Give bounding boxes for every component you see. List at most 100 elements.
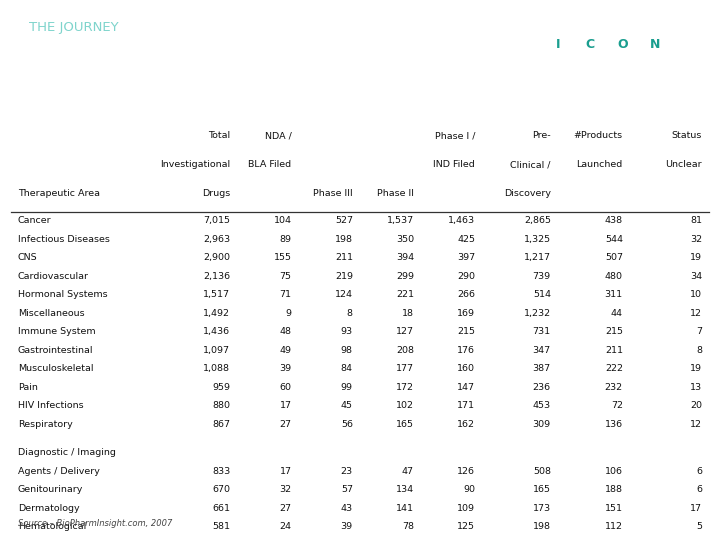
Text: 350: 350 xyxy=(396,234,414,244)
Text: 2,900: 2,900 xyxy=(204,253,230,262)
Text: 453: 453 xyxy=(533,401,551,410)
Text: 7: 7 xyxy=(696,327,702,336)
Text: 19: 19 xyxy=(690,364,702,373)
Text: Genitourinary: Genitourinary xyxy=(18,485,84,494)
Text: 13: 13 xyxy=(690,383,702,392)
Text: 208: 208 xyxy=(396,346,414,355)
Text: BLA Filed: BLA Filed xyxy=(248,160,292,169)
Text: 44: 44 xyxy=(611,309,623,318)
Text: Investigational: Investigational xyxy=(161,160,230,169)
Text: 1,325: 1,325 xyxy=(523,234,551,244)
Text: 5: 5 xyxy=(696,522,702,531)
Text: Miscellaneous: Miscellaneous xyxy=(18,309,85,318)
Text: 106: 106 xyxy=(605,467,623,476)
Text: 1,517: 1,517 xyxy=(204,290,230,299)
Text: Therapeutic Area: Therapeutic Area xyxy=(18,189,100,198)
Text: 90: 90 xyxy=(463,485,475,494)
Text: 93: 93 xyxy=(341,327,353,336)
Text: 162: 162 xyxy=(457,420,475,429)
Text: Phase III: Phase III xyxy=(313,189,353,198)
Text: 670: 670 xyxy=(212,485,230,494)
Text: NDA /: NDA / xyxy=(265,131,292,140)
Text: Hormonal Systems: Hormonal Systems xyxy=(18,290,107,299)
Text: 160: 160 xyxy=(457,364,475,373)
Text: 171: 171 xyxy=(457,401,475,410)
Text: 56: 56 xyxy=(341,420,353,429)
Circle shape xyxy=(628,41,683,49)
Text: 438: 438 xyxy=(605,216,623,225)
Text: #Products: #Products xyxy=(574,131,623,140)
Text: 215: 215 xyxy=(457,327,475,336)
Text: HIV Infections: HIV Infections xyxy=(18,401,84,410)
Text: 6: 6 xyxy=(696,485,702,494)
Text: Dermatology: Dermatology xyxy=(18,504,80,513)
Text: Phase I /: Phase I / xyxy=(435,131,475,140)
Text: 221: 221 xyxy=(396,290,414,299)
Text: 47: 47 xyxy=(402,467,414,476)
Text: 24: 24 xyxy=(279,522,292,531)
Text: 1,492: 1,492 xyxy=(204,309,230,318)
Text: 1,463: 1,463 xyxy=(448,216,475,225)
Text: 2,963: 2,963 xyxy=(203,234,230,244)
Text: Phase II: Phase II xyxy=(377,189,414,198)
Text: 176: 176 xyxy=(457,346,475,355)
Text: 141: 141 xyxy=(396,504,414,513)
Text: Hematological: Hematological xyxy=(18,522,86,531)
Text: Cardiovascular: Cardiovascular xyxy=(18,272,89,281)
Text: 309: 309 xyxy=(533,420,551,429)
Text: 23: 23 xyxy=(341,467,353,476)
Text: CONTINUES: CONTINUES xyxy=(29,56,146,74)
Text: 81: 81 xyxy=(690,216,702,225)
Text: 75: 75 xyxy=(279,272,292,281)
Text: 134: 134 xyxy=(396,485,414,494)
Text: Infectious Diseases: Infectious Diseases xyxy=(18,234,110,244)
Text: 1,217: 1,217 xyxy=(523,253,551,262)
Text: 959: 959 xyxy=(212,383,230,392)
Text: C: C xyxy=(586,38,595,51)
Text: 833: 833 xyxy=(212,467,230,476)
Text: 17: 17 xyxy=(690,504,702,513)
Text: 188: 188 xyxy=(605,485,623,494)
Text: 6: 6 xyxy=(696,467,702,476)
Text: CNS: CNS xyxy=(18,253,37,262)
Text: Cancer: Cancer xyxy=(18,216,52,225)
Text: 169: 169 xyxy=(457,309,475,318)
Text: 1,537: 1,537 xyxy=(387,216,414,225)
Text: 48: 48 xyxy=(279,327,292,336)
Text: 32: 32 xyxy=(690,234,702,244)
Text: 177: 177 xyxy=(396,364,414,373)
Text: Launched: Launched xyxy=(577,160,623,169)
Text: 43: 43 xyxy=(341,504,353,513)
Text: 39: 39 xyxy=(341,522,353,531)
Text: 27: 27 xyxy=(279,420,292,429)
Text: 1,088: 1,088 xyxy=(204,364,230,373)
Text: 266: 266 xyxy=(457,290,475,299)
Text: 299: 299 xyxy=(396,272,414,281)
Text: 8: 8 xyxy=(347,309,353,318)
Text: 99: 99 xyxy=(341,383,353,392)
Text: 739: 739 xyxy=(533,272,551,281)
Text: 32: 32 xyxy=(279,485,292,494)
Text: 49: 49 xyxy=(279,346,292,355)
Text: Products in Development by Therapeutic Area: Products in Development by Therapeutic A… xyxy=(13,103,395,118)
Text: 102: 102 xyxy=(396,401,414,410)
Text: I: I xyxy=(556,38,560,51)
Text: 661: 661 xyxy=(212,504,230,513)
Text: 347: 347 xyxy=(533,346,551,355)
Text: IND Filed: IND Filed xyxy=(433,160,475,169)
Text: A Symbol of Excellence: A Symbol of Excellence xyxy=(566,83,648,89)
Text: Musculoskeletal: Musculoskeletal xyxy=(18,364,94,373)
Text: Pre-: Pre- xyxy=(532,131,551,140)
Circle shape xyxy=(595,41,650,49)
Text: 514: 514 xyxy=(533,290,551,299)
Text: 12: 12 xyxy=(690,420,702,429)
Text: 10: 10 xyxy=(690,290,702,299)
Text: 425: 425 xyxy=(457,234,475,244)
Text: 1,436: 1,436 xyxy=(203,327,230,336)
Text: 125: 125 xyxy=(457,522,475,531)
Text: 109: 109 xyxy=(457,504,475,513)
Text: 544: 544 xyxy=(605,234,623,244)
Text: 211: 211 xyxy=(605,346,623,355)
Text: Status: Status xyxy=(672,131,702,140)
Text: Clinical /: Clinical / xyxy=(510,160,551,169)
